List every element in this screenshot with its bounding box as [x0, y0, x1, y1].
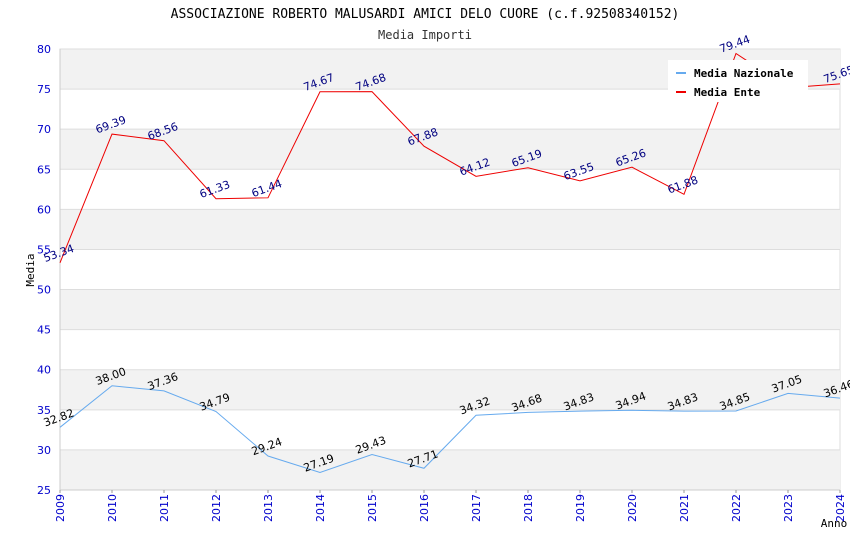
x-tick-label: 2016: [418, 494, 431, 522]
x-tick-label: 2018: [522, 494, 535, 522]
y-axis-label: Media: [24, 253, 37, 286]
chart-title: ASSOCIAZIONE ROBERTO MALUSARDI AMICI DEL…: [171, 7, 680, 22]
x-tick-label: 2019: [574, 494, 587, 522]
legend-label: Media Nazionale: [694, 67, 794, 80]
x-tick-label: 2023: [782, 494, 795, 522]
x-tick-label: 2024: [834, 494, 847, 522]
legend-label: Media Ente: [694, 86, 761, 99]
y-tick-label: 45: [37, 324, 51, 337]
y-tick-label: 35: [37, 404, 51, 417]
x-tick-label: 2021: [678, 494, 691, 522]
y-tick-label: 55: [37, 243, 51, 256]
x-axis-label: Anno: [821, 517, 848, 530]
x-tick-label: 2015: [366, 494, 379, 522]
chart-subtitle: Media Importi: [378, 28, 472, 42]
series-line-media-nazionale: [59, 385, 841, 473]
x-tick-label: 2012: [210, 494, 223, 522]
grid-lines: [59, 48, 840, 491]
x-tick-label: 2009: [54, 494, 67, 522]
grid-bands: [59, 48, 841, 491]
grid-band: [60, 209, 840, 250]
plot-area: [59, 48, 841, 491]
grid-band: [60, 449, 840, 490]
legend-box: [668, 60, 808, 102]
y-tick-label: 70: [37, 123, 51, 136]
y-tick-label: 40: [37, 364, 51, 377]
x-tick-label: 2010: [106, 494, 119, 522]
y-tick-label: 50: [37, 284, 51, 297]
x-tick-label: 2022: [730, 494, 743, 522]
x-tick-label: 2014: [314, 494, 327, 522]
y-tick-label: 25: [37, 484, 51, 497]
grid-band: [60, 289, 840, 330]
x-axis-ticks: 2009 2010 2011 2012 2013 2014 2015 2016 2017 2018…: [54, 490, 847, 522]
y-tick-label: 75: [37, 83, 51, 96]
grid-band: [60, 369, 840, 410]
grid-band: [60, 129, 840, 170]
x-tick-label: 2013: [262, 494, 275, 522]
series-line-media-ente: [59, 52, 841, 263]
legend: Media Nazionale Media Ente: [668, 60, 808, 102]
x-tick-label: 2011: [158, 494, 171, 522]
series-lines: [59, 52, 841, 473]
y-tick-label: 65: [37, 163, 51, 176]
y-tick-label: 30: [37, 444, 51, 457]
y-tick-label: 80: [37, 43, 51, 56]
y-axis-ticks: 25 30 35 40 45 50 55 60 65 70 75 80: [37, 43, 51, 497]
y-tick-label: 60: [37, 203, 51, 216]
x-tick-label: 2020: [626, 494, 639, 522]
x-tick-label: 2017: [470, 494, 483, 522]
